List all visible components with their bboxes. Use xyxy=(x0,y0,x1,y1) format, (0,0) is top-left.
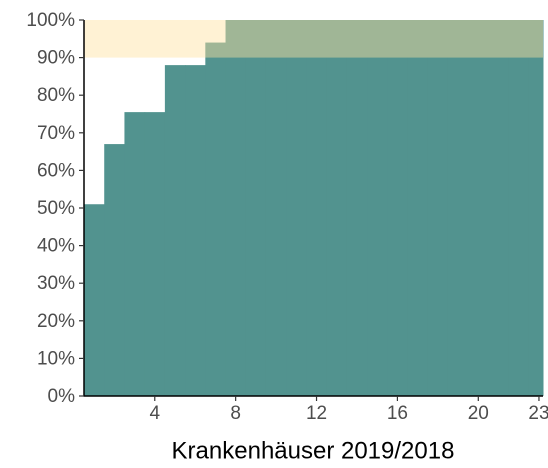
step-bar xyxy=(488,20,510,396)
x-axis-title: Krankenhäuser 2019/2018 xyxy=(172,437,455,464)
step-bar xyxy=(468,20,489,396)
x-tick-label: 4 xyxy=(149,403,160,424)
y-tick-label: 40% xyxy=(37,236,75,257)
step-bar xyxy=(164,65,186,397)
step-bar xyxy=(84,204,105,396)
step-bar xyxy=(528,20,544,396)
step-bar xyxy=(447,20,469,396)
step-bar xyxy=(245,20,267,396)
x-tick-label: 8 xyxy=(230,403,241,424)
y-tick-label: 20% xyxy=(37,311,75,332)
y-tick-label: 0% xyxy=(48,386,76,407)
y-tick-label: 60% xyxy=(37,160,75,181)
y-tick-label: 80% xyxy=(37,85,75,106)
y-tick-label: 50% xyxy=(37,198,75,219)
y-tick-label: 70% xyxy=(37,123,75,144)
step-bar xyxy=(104,144,125,396)
y-tick-label: 30% xyxy=(37,273,75,294)
y-tick-label: 90% xyxy=(37,48,75,69)
x-tick-label: 16 xyxy=(387,403,408,424)
y-tick-label: 10% xyxy=(37,348,75,369)
step-bar xyxy=(286,20,307,396)
step-bar xyxy=(124,112,146,397)
step-bar xyxy=(367,20,388,396)
x-tick-label: 23 xyxy=(528,403,548,424)
y-tick-label: 100% xyxy=(26,10,75,31)
step-bar xyxy=(306,20,328,396)
step-bar xyxy=(387,20,409,396)
step-bar xyxy=(407,20,429,396)
step-bar xyxy=(185,65,206,397)
step-bar xyxy=(427,20,449,396)
step-bar xyxy=(144,112,166,397)
step-bar xyxy=(326,20,348,396)
step-bar xyxy=(508,20,530,396)
step-bar xyxy=(346,20,368,396)
step-bar xyxy=(265,20,287,396)
x-tick-label: 20 xyxy=(468,403,489,424)
step-bar xyxy=(205,42,227,397)
x-tick-label: 12 xyxy=(306,403,327,424)
step-bar xyxy=(225,20,247,396)
highlight-band xyxy=(84,20,543,58)
